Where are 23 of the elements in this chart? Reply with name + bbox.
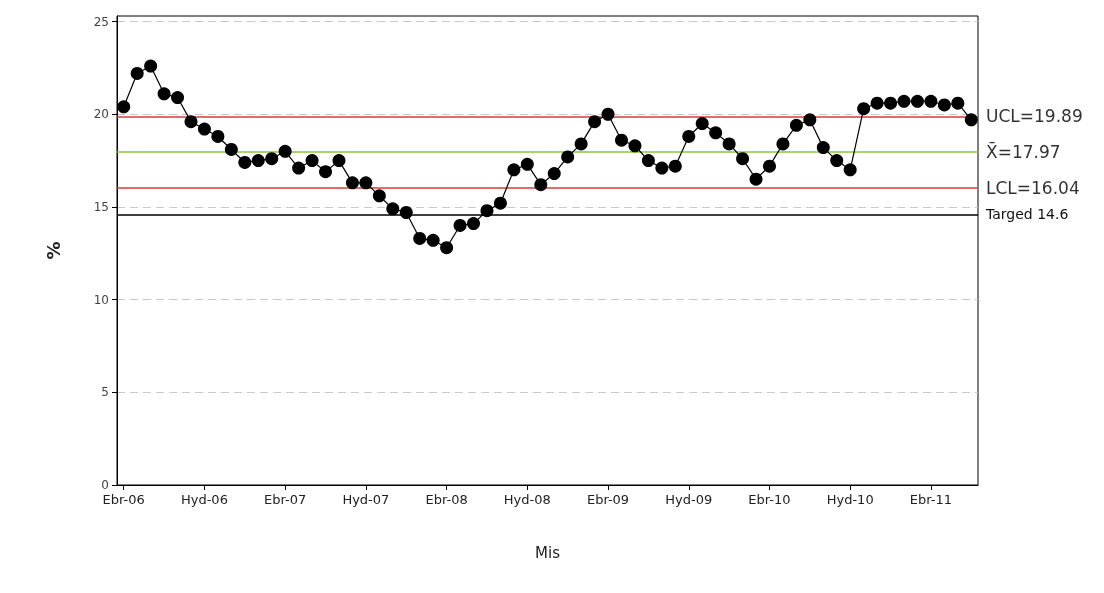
- ref-line-label: Targed 14.6: [985, 206, 1069, 223]
- ref-line-label: X̄=17.97: [986, 140, 1061, 162]
- y-tick-label: 10: [93, 292, 109, 307]
- x-tick-label: Hyd-10: [826, 492, 874, 507]
- x-tick-label: Ebr-09: [586, 492, 630, 507]
- ref-line-label: UCL=19.89: [986, 106, 1083, 127]
- x-tick-label: Ebr-11: [909, 492, 953, 507]
- x-tick-label: Hyd-09: [665, 492, 713, 507]
- y-tick-label: 20: [93, 107, 109, 122]
- x-axis-title: Mis: [535, 543, 561, 562]
- y-tick-label: 5: [101, 385, 109, 400]
- y-tick-label: 0: [101, 478, 109, 492]
- x-tick-label: Ebr-06: [102, 492, 145, 507]
- x-tick-label: Hyd-07: [342, 492, 390, 507]
- x-tick-label: Ebr-08: [425, 492, 468, 507]
- ref-line-label: LCL=16.04: [986, 177, 1080, 198]
- x-tick-label: Hyd-06: [180, 492, 228, 507]
- x-tick-label: Hyd-08: [503, 492, 551, 507]
- y-tick-label: 15: [93, 199, 109, 214]
- y-axis-title: %: [42, 241, 64, 260]
- x-tick-label: Ebr-07: [264, 492, 307, 507]
- y-tick-label: 25: [93, 14, 109, 29]
- x-tick-label: Ebr-10: [748, 492, 791, 507]
